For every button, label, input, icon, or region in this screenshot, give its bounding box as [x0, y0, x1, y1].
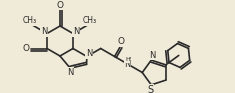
Text: N: N: [41, 27, 47, 36]
Text: CH₃: CH₃: [83, 16, 97, 25]
Text: N: N: [73, 27, 79, 36]
Text: H: H: [126, 57, 131, 62]
Text: N: N: [73, 27, 79, 36]
Text: S: S: [147, 85, 153, 93]
Text: N: N: [149, 51, 155, 60]
Text: O: O: [23, 44, 30, 53]
Text: N: N: [41, 27, 47, 36]
Text: N: N: [86, 49, 92, 58]
Text: O: O: [118, 37, 125, 46]
Text: N: N: [67, 68, 74, 77]
Text: N: N: [86, 49, 92, 58]
Text: N: N: [124, 60, 131, 69]
Text: S: S: [147, 85, 153, 93]
Text: N: N: [149, 51, 155, 60]
Text: O: O: [56, 0, 63, 9]
Text: N: N: [67, 68, 74, 77]
Text: CH₃: CH₃: [23, 16, 37, 25]
Text: H: H: [125, 57, 130, 62]
